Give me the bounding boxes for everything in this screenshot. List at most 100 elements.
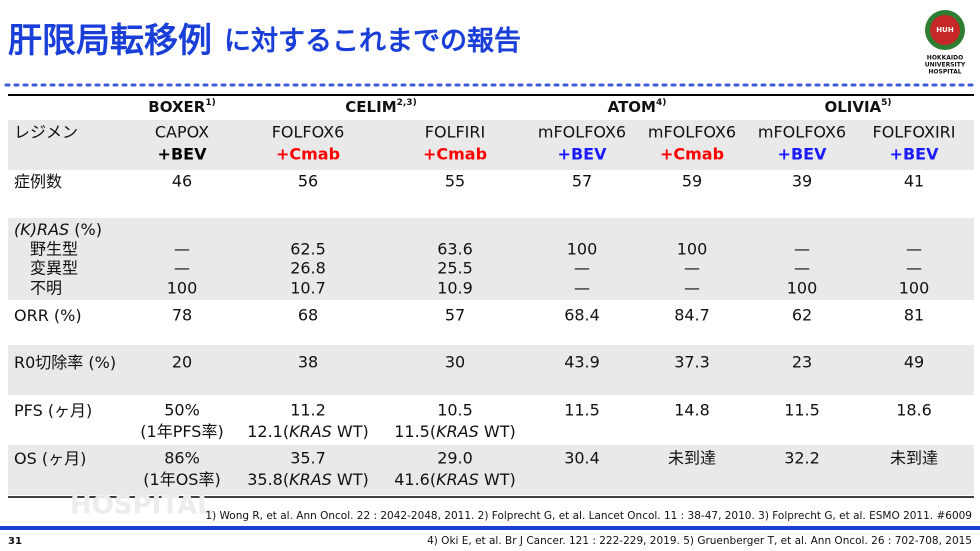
cell: 25.5 [437,259,473,278]
cell: 30.4 [564,449,600,468]
footnote: 4) Oki E, et al. Br J Cancer. 121 : 222-… [427,535,972,547]
regimen-base: FOLFOXIRI [873,123,956,142]
text-segment: PFS (ヶ月) [14,401,92,420]
footnote: 1) Wong R, et al. Ann Oncol. 22 : 2042-2… [205,510,972,522]
logo-emblem [930,15,960,45]
watermark: HOSPITAL [70,491,214,521]
cell: 100 [787,279,818,298]
row-label: R0切除率 (%) [14,353,116,372]
regimen-agent: +BEV [890,145,940,164]
logo: HUH HOKKAIDO UNIVERSITY HOSPITAL [925,10,966,76]
logo-line: HOSPITAL [928,69,961,76]
cell: 55 [445,172,465,191]
cell: — [794,259,810,278]
sub-row-label: 変異型 [30,259,78,278]
group-ref: 2,3) [397,98,417,108]
cell-sub: 12.1(KRAS WT) [247,422,369,441]
text-segment: 12.1( [247,422,289,441]
cell: — [174,259,190,278]
cell: 68.4 [564,306,600,325]
cell: 23 [792,353,812,372]
cell-sub: (1年PFS率) [140,422,223,441]
row-bg [8,345,974,395]
row-label: レジメン [14,123,78,142]
text-segment: OS (ヶ月) [14,449,86,468]
cell: 46 [172,172,192,191]
cell: 63.6 [437,240,473,259]
cell: 20 [172,353,192,372]
text-segment: ORR (%) [14,306,82,325]
cell-sub: (1年OS率) [143,470,220,489]
group-name: OLIVIA [824,98,881,116]
table: BOXER1) CELIM2,3) ATOM4) OLIVIA5) レジメン CAPOX +… [14,98,956,489]
bottom-bar [0,526,980,530]
text-segment: WT) [332,470,369,489]
text-segment: WT) [479,470,516,489]
cell: 10.9 [437,279,473,298]
text-segment: (1年OS率) [143,470,220,489]
row-label: (K)RAS (%) [14,220,102,239]
row-label: ORR (%) [14,306,82,325]
row-label: OS (ヶ月) [14,449,86,468]
title: 肝限局転移例 に対するこれまでの報告 [8,21,521,61]
row-bg [8,120,974,170]
cell: 未到達 [890,449,938,468]
group-header: OLIVIA5) [824,98,891,116]
sub-row-label: 不明 [30,279,62,298]
cell: 84.7 [674,306,710,325]
group-ref: 4) [656,98,666,108]
cell: 38 [298,353,318,372]
cell: 未到達 [668,449,716,468]
text-segment: WT) [479,422,516,441]
regimen-agent: +Cmab [276,145,340,164]
cell: 62 [792,306,812,325]
group-name: BOXER [148,98,205,116]
cell: 100 [677,240,708,259]
cell: 11.5 [564,401,600,420]
cell: 11.5 [784,401,820,420]
logo-abbr: HUH [936,26,954,34]
cell: — [684,279,700,298]
group-name: ATOM [608,98,656,116]
regimen-base: mFOLFOX6 [758,123,846,142]
cell: 30 [445,353,465,372]
cell: 10.7 [290,279,326,298]
group-ref: 1) [205,98,215,108]
text-segment: KRAS [289,422,332,441]
text-segment: 41.6( [394,470,436,489]
cell: 39 [792,172,812,191]
text-segment: (K)RAS [14,220,69,239]
cell: 100 [899,279,930,298]
text-segment: KRAS [436,470,479,489]
regimen-base: CAPOX [155,123,209,142]
cell: 18.6 [896,401,932,420]
text-segment: KRAS [436,422,479,441]
text-segment: KRAS [289,470,332,489]
text-segment: (%) [69,220,102,239]
cell: 78 [172,306,192,325]
cell: — [906,259,922,278]
group-header: BOXER1) [148,98,215,116]
cell: — [684,259,700,278]
regimen-agent: +BEV [158,145,208,164]
text-segment: (1年PFS率) [140,422,223,441]
title-rest: に対するこれまでの報告 [224,26,521,57]
row-label: 症例数 [14,172,62,191]
cell: 11.2 [290,401,326,420]
sub-row-label: 野生型 [30,240,78,259]
regimen-agent: +BEV [558,145,608,164]
cell: — [574,259,590,278]
cell: 14.8 [674,401,710,420]
text-segment: 35.8( [247,470,289,489]
cell: 68 [298,306,318,325]
cell: — [906,240,922,259]
title-main: 肝限局転移例 [8,21,212,61]
cell: 50% [164,401,200,420]
row-bg [8,218,974,300]
regimen-base: mFOLFOX6 [648,123,736,142]
cell: 49 [904,353,924,372]
row-bg [8,445,974,495]
row-label: PFS (ヶ月) [14,401,92,420]
group-header: CELIM2,3) [345,98,416,116]
